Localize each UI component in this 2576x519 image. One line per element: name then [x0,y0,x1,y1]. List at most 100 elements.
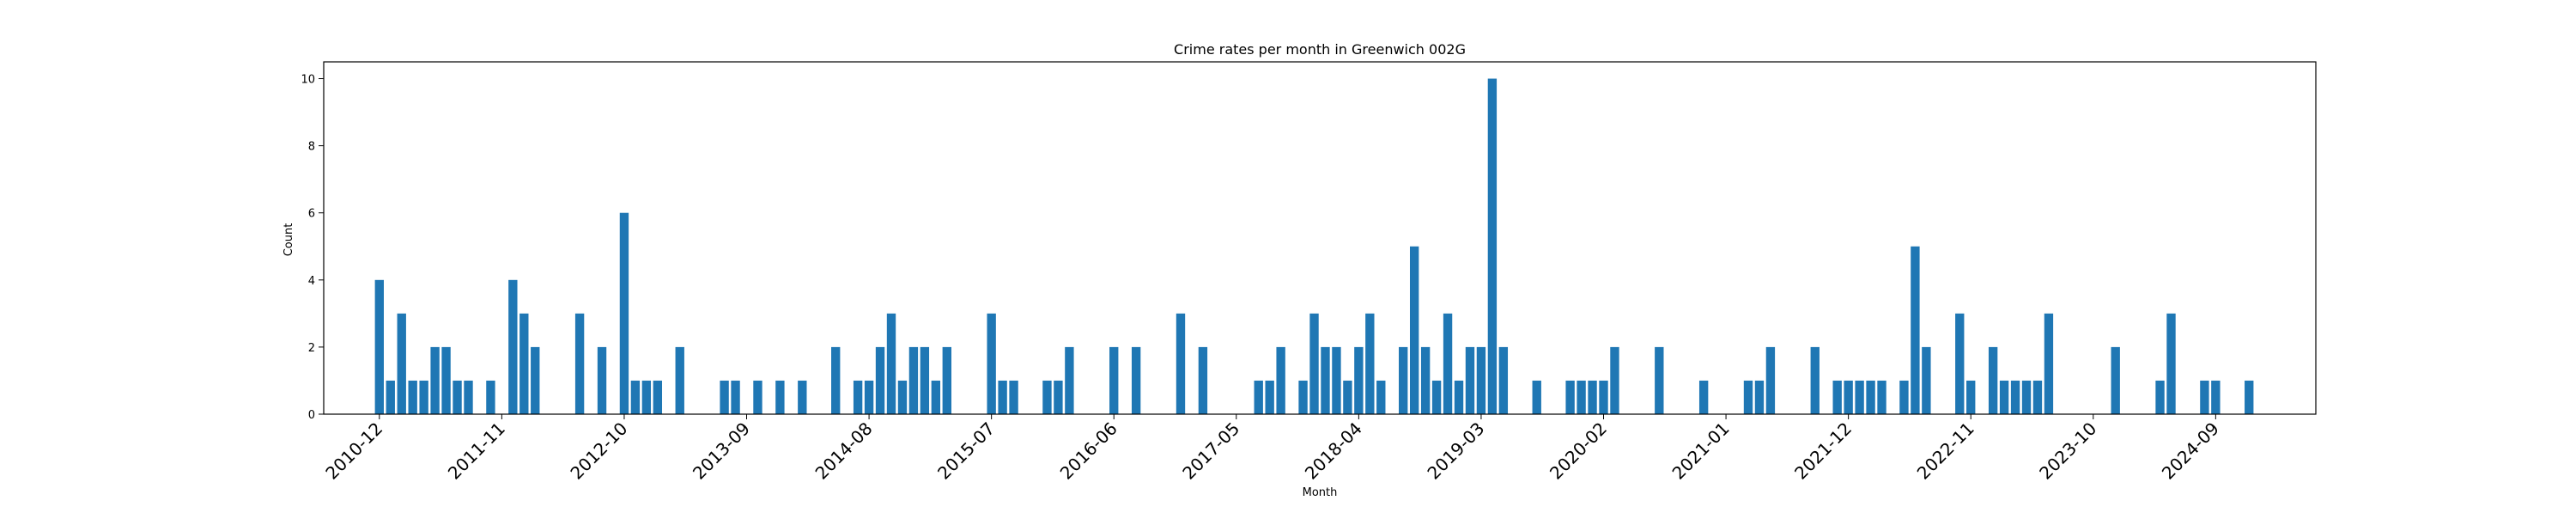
bar-2017-02 [1198,346,1208,414]
bar-2012-06 [574,313,585,414]
bar-2021-11 [1832,380,1842,414]
bar-2014-11 [897,380,908,414]
bar-2011-05 [430,346,440,414]
bar-2024-08 [2200,380,2209,414]
bar-2023-04 [2021,380,2032,414]
bar-2023-01 [1988,346,1998,414]
bar-2012-11 [630,380,641,414]
bar-2015-09 [1009,380,1018,414]
x-tick-label: 2023-10 [2035,418,2100,484]
bar-2017-09 [1276,346,1285,414]
bar-2023-12 [2111,346,2120,414]
bar-2014-07 [853,380,863,414]
bar-2017-08 [1265,380,1274,414]
bar-2017-11 [1298,380,1308,414]
bar-2024-12 [2245,380,2254,414]
x-tick-label: 2013-09 [689,418,754,484]
bar-2013-01 [653,380,663,414]
y-tick-label: 2 [308,342,315,355]
bar-2022-03 [1877,380,1886,414]
bar-2016-02 [1065,346,1074,414]
bar-2021-03 [1743,380,1753,414]
bars-layer [374,78,2254,415]
bar-2013-10 [753,380,762,414]
bar-2016-01 [1054,380,1063,414]
bar-2022-06 [1911,246,1920,414]
x-tick-label: 2021-01 [1668,418,1734,484]
bar-2014-08 [864,380,874,414]
x-tick-label: 2010-12 [321,418,386,484]
bar-2014-05 [831,346,841,414]
bar-2014-12 [908,346,919,414]
bar-2018-06 [1376,380,1386,414]
bar-2018-12 [1443,313,1453,414]
bar-2024-05 [2166,313,2176,414]
bar-2014-09 [875,346,885,414]
bar-2023-05 [2032,380,2043,414]
bar-2011-12 [508,279,518,414]
bar-2015-01 [920,346,930,414]
bar-2020-03 [1610,346,1619,414]
bar-2023-06 [2044,313,2054,414]
bar-2016-12 [1176,313,1186,414]
bar-2015-12 [1042,380,1052,414]
x-tick-label: 2011-11 [444,418,509,484]
bar-2011-06 [441,346,451,414]
bar-2021-04 [1754,380,1765,414]
x-tick-label: 2019-03 [1423,418,1488,484]
bar-2021-05 [1765,346,1776,414]
x-tick-label: 2024-09 [2158,418,2223,484]
bar-2016-06 [1109,346,1119,414]
x-tick-label: 2018-04 [1301,418,1366,484]
bar-2012-02 [531,346,540,414]
bar-2012-01 [519,313,529,414]
bar-2022-05 [1899,380,1909,414]
bar-2015-02 [931,380,941,414]
bar-2013-03 [675,346,684,414]
bar-2011-10 [486,380,495,414]
x-tick-label: 2020-02 [1546,418,1611,484]
bar-2011-01 [386,380,395,414]
x-tick-label: 2015-07 [933,418,999,484]
bar-2024-09 [2211,380,2221,414]
x-tick-label: 2016-06 [1056,418,1121,484]
x-tick-label: 2022-11 [1913,418,1978,484]
bar-2015-07 [987,313,996,414]
y-axis-label: Count [283,223,295,257]
bar-2014-02 [798,380,807,414]
bar-2021-09 [1810,346,1820,414]
bar-2019-04 [1487,78,1498,415]
x-ticks: 2010-12 2011-11 2012-10 2013-09 2014-08 2015-… [321,414,2223,484]
bar-2018-03 [1343,380,1352,414]
bar-2018-08 [1399,346,1408,414]
bar-2022-10 [1955,313,1965,414]
x-axis-label: Month [1303,486,1338,499]
bar-2017-07 [1254,380,1263,414]
bar-2011-04 [419,380,428,414]
x-tick-label: 2017-05 [1178,418,1243,484]
bar-2016-08 [1131,346,1141,414]
bar-2023-03 [2010,380,2020,414]
bar-2020-11 [1698,380,1709,414]
bar-2018-11 [1431,380,1442,414]
y-tick-label: 10 [301,74,315,87]
bar-2018-04 [1354,346,1364,414]
bar-2012-10 [619,212,629,414]
bar-2013-07 [720,380,729,414]
bar-2012-12 [641,380,652,414]
chart-title: Crime rates per month in Greenwich 002G [1174,41,1466,58]
bar-2019-03 [1476,346,1486,414]
bar-2018-09 [1409,246,1419,414]
bar-2011-02 [397,313,406,414]
bar-2018-05 [1365,313,1375,414]
y-ticks: 0 2 4 6 8 10 [301,74,324,422]
bar-2019-02 [1465,346,1475,414]
bar-2022-11 [1966,380,1976,414]
bar-2022-01 [1855,380,1864,414]
bar-2020-01 [1588,380,1597,414]
bar-2018-01 [1321,346,1330,414]
bar-2019-05 [1498,346,1509,414]
bar-2012-08 [597,346,607,414]
